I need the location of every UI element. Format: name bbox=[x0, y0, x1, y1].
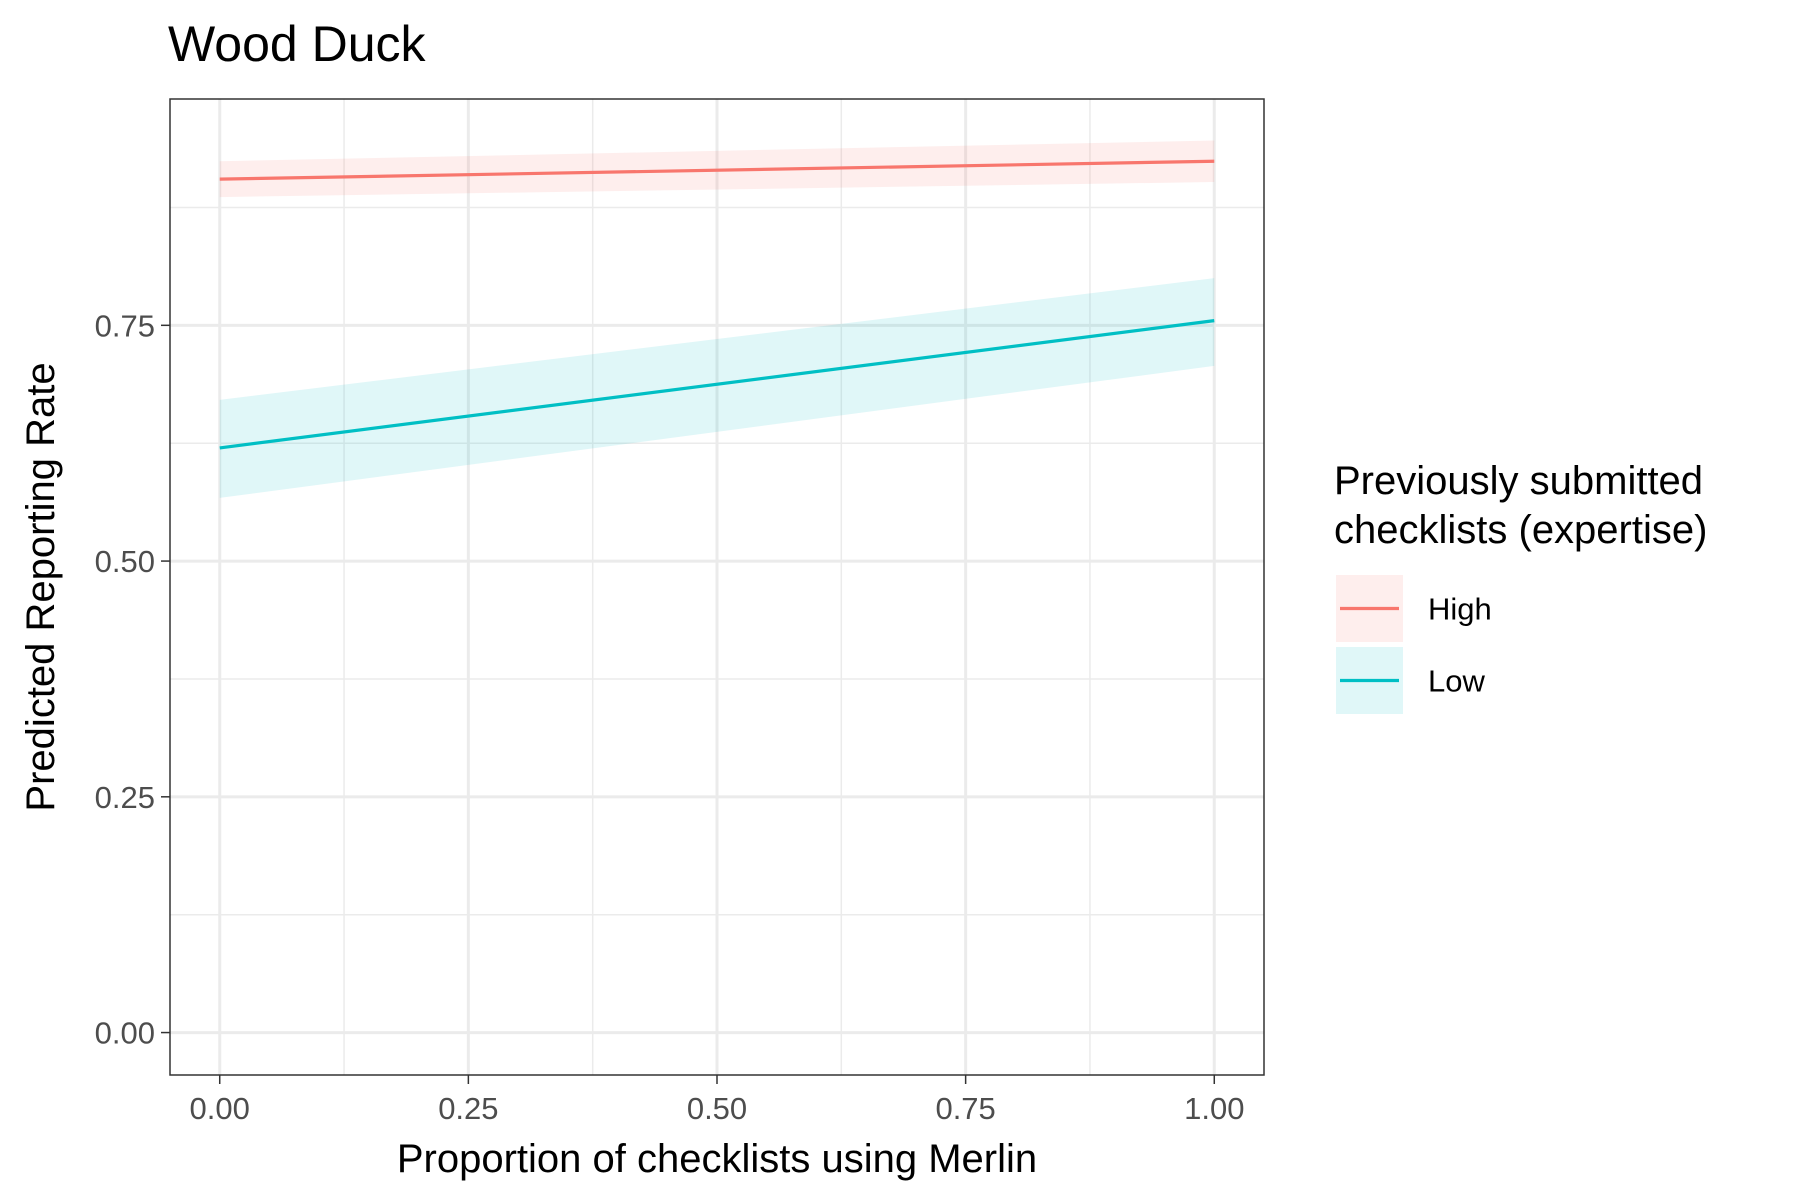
legend-title-line-1: Previously submitted bbox=[1334, 459, 1703, 503]
x-tick-label: 1.00 bbox=[1184, 1091, 1244, 1126]
y-tick-label: 0.00 bbox=[95, 1016, 155, 1051]
legend-label-low: Low bbox=[1428, 664, 1485, 699]
y-axis-title: Predicted Reporting Rate bbox=[19, 362, 63, 811]
ribbon-low bbox=[219, 278, 1215, 498]
y-tick-label: 0.50 bbox=[95, 544, 155, 579]
x-axis: 0.00 0.25 0.50 0.75 1.00 bbox=[190, 1075, 1244, 1126]
line-high bbox=[219, 159, 1215, 181]
y-tick-label: 0.25 bbox=[95, 780, 155, 815]
x-tick-label: 0.75 bbox=[935, 1091, 995, 1126]
legend-label-high: High bbox=[1428, 592, 1492, 627]
legend: Previously submitted checklists (experti… bbox=[1334, 459, 1707, 714]
chart-title: Wood Duck bbox=[168, 16, 427, 72]
series-lines bbox=[219, 159, 1215, 450]
legend-title-line-2: checklists (expertise) bbox=[1334, 508, 1707, 552]
x-tick-label: 0.25 bbox=[438, 1091, 498, 1126]
x-tick-label: 0.50 bbox=[687, 1091, 747, 1126]
y-tick-label: 0.75 bbox=[95, 308, 155, 343]
x-tick-label: 0.00 bbox=[190, 1091, 250, 1126]
y-axis: 0.00 0.25 0.50 0.75 bbox=[95, 308, 170, 1051]
line-low bbox=[219, 319, 1215, 450]
x-axis-title: Proportion of checklists using Merlin bbox=[397, 1137, 1037, 1181]
grid-major bbox=[170, 99, 1264, 1075]
